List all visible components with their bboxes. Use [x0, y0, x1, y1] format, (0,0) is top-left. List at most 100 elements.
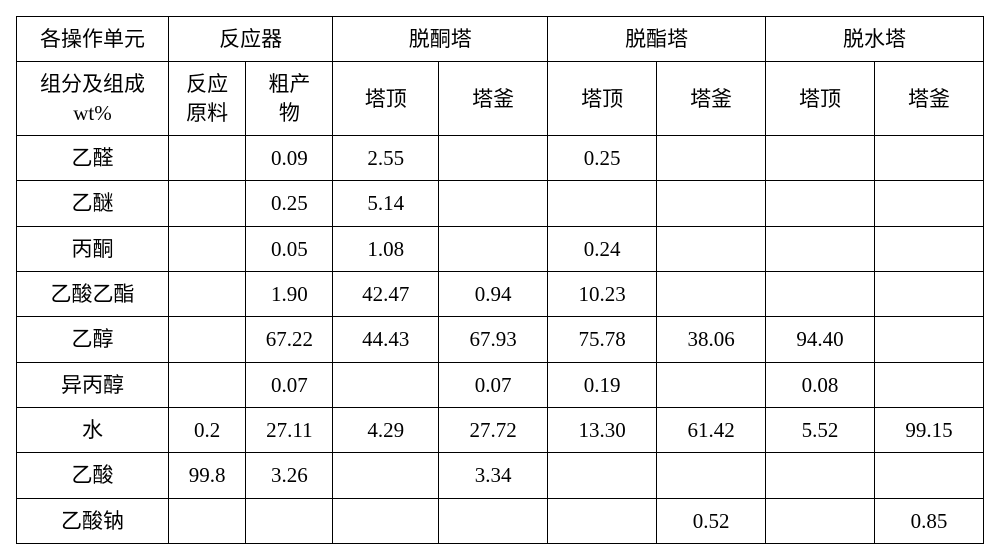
- header-tower-top-3: 塔顶: [766, 62, 875, 136]
- header-component-line1: 组分及组成: [40, 72, 145, 96]
- cell-value: 0.25: [548, 136, 657, 181]
- cell-value: [439, 136, 548, 181]
- cell-value: [657, 272, 766, 317]
- cell-value: [766, 453, 875, 498]
- row-label: 异丙醇: [17, 362, 169, 407]
- cell-value: [168, 362, 246, 407]
- header-crude-product: 粗产 物: [246, 62, 333, 136]
- table-row: 乙醛 0.092.55 0.25: [17, 136, 984, 181]
- cell-value: [333, 453, 439, 498]
- cell-value: 38.06: [657, 317, 766, 362]
- table-row: 丙酮 0.051.08 0.24: [17, 226, 984, 271]
- row-label: 水: [17, 408, 169, 453]
- table-row: 异丙醇0.070.070.190.08: [17, 362, 984, 407]
- cell-value: 1.90: [246, 272, 333, 317]
- cell-value: [168, 136, 246, 181]
- header-row-1: 各操作单元 反应器 脱酮塔 脱酯塔 脱水塔: [17, 17, 984, 62]
- cell-value: 3.26: [246, 453, 333, 498]
- cell-value: [548, 498, 657, 543]
- header-tower-top-1: 塔顶: [333, 62, 439, 136]
- cell-value: [657, 453, 766, 498]
- cell-value: [439, 226, 548, 271]
- cell-value: 0.19: [548, 362, 657, 407]
- cell-value: 67.93: [439, 317, 548, 362]
- cell-value: 10.23: [548, 272, 657, 317]
- cell-value: [168, 181, 246, 226]
- header-crude-line2: 物: [279, 101, 300, 125]
- cell-value: [766, 226, 875, 271]
- header-tower-top-2: 塔顶: [548, 62, 657, 136]
- cell-value: 13.30: [548, 408, 657, 453]
- cell-value: 3.34: [439, 453, 548, 498]
- header-component-line2: wt%: [73, 101, 112, 125]
- cell-value: [168, 317, 246, 362]
- row-label: 乙酸: [17, 453, 169, 498]
- cell-value: [766, 272, 875, 317]
- cell-value: 4.29: [333, 408, 439, 453]
- cell-value: [246, 498, 333, 543]
- cell-value: [875, 181, 984, 226]
- cell-value: 61.42: [657, 408, 766, 453]
- header-raw-material: 反应 原料: [168, 62, 246, 136]
- cell-value: 75.78: [548, 317, 657, 362]
- cell-value: 0.24: [548, 226, 657, 271]
- table-row: 水0.227.114.2927.7213.3061.425.5299.15: [17, 408, 984, 453]
- cell-value: [548, 453, 657, 498]
- row-label: 乙醛: [17, 136, 169, 181]
- cell-value: 27.11: [246, 408, 333, 453]
- cell-value: [439, 181, 548, 226]
- cell-value: 2.55: [333, 136, 439, 181]
- header-ester-tower: 脱酯塔: [548, 17, 766, 62]
- cell-value: [875, 317, 984, 362]
- cell-value: 0.85: [875, 498, 984, 543]
- cell-value: [657, 362, 766, 407]
- cell-value: [657, 181, 766, 226]
- cell-value: [766, 498, 875, 543]
- composition-table: 各操作单元 反应器 脱酮塔 脱酯塔 脱水塔 组分及组成 wt% 反应 原料 粗产…: [16, 16, 984, 544]
- header-crude-line1: 粗产: [268, 72, 310, 96]
- cell-value: [333, 362, 439, 407]
- cell-value: 0.94: [439, 272, 548, 317]
- cell-value: [766, 181, 875, 226]
- cell-value: [657, 136, 766, 181]
- table-row: 乙酸乙酯 1.9042.470.9410.23: [17, 272, 984, 317]
- table-row: 乙酸99.83.263.34: [17, 453, 984, 498]
- cell-value: [875, 226, 984, 271]
- cell-value: 0.25: [246, 181, 333, 226]
- row-label: 乙酸钠: [17, 498, 169, 543]
- header-tower-bottom-2: 塔釜: [657, 62, 766, 136]
- header-tower-bottom-3: 塔釜: [875, 62, 984, 136]
- cell-value: 0.07: [246, 362, 333, 407]
- header-component-wt: 组分及组成 wt%: [17, 62, 169, 136]
- header-reactor: 反应器: [168, 17, 332, 62]
- table-body: 乙醛0.092.550.25乙醚0.255.14丙酮0.051.080.24乙酸…: [17, 136, 984, 544]
- header-ketone-tower: 脱酮塔: [333, 17, 548, 62]
- cell-value: 27.72: [439, 408, 548, 453]
- cell-value: 5.14: [333, 181, 439, 226]
- table-row: 乙醚 0.255.14: [17, 181, 984, 226]
- cell-value: [875, 272, 984, 317]
- header-tower-bottom-1: 塔釜: [439, 62, 548, 136]
- cell-value: 1.08: [333, 226, 439, 271]
- cell-value: [875, 136, 984, 181]
- cell-value: 0.08: [766, 362, 875, 407]
- cell-value: 0.09: [246, 136, 333, 181]
- cell-value: 42.47: [333, 272, 439, 317]
- header-operation-unit: 各操作单元: [17, 17, 169, 62]
- cell-value: [439, 498, 548, 543]
- cell-value: 0.2: [168, 408, 246, 453]
- cell-value: [333, 498, 439, 543]
- cell-value: 99.15: [875, 408, 984, 453]
- cell-value: [168, 226, 246, 271]
- cell-value: 44.43: [333, 317, 439, 362]
- cell-value: 0.07: [439, 362, 548, 407]
- cell-value: 0.05: [246, 226, 333, 271]
- table-row: 乙酸钠0.520.85: [17, 498, 984, 543]
- cell-value: 5.52: [766, 408, 875, 453]
- row-label: 丙酮: [17, 226, 169, 271]
- cell-value: 94.40: [766, 317, 875, 362]
- row-label: 乙酸乙酯: [17, 272, 169, 317]
- cell-value: [766, 136, 875, 181]
- cell-value: [875, 362, 984, 407]
- row-label: 乙醚: [17, 181, 169, 226]
